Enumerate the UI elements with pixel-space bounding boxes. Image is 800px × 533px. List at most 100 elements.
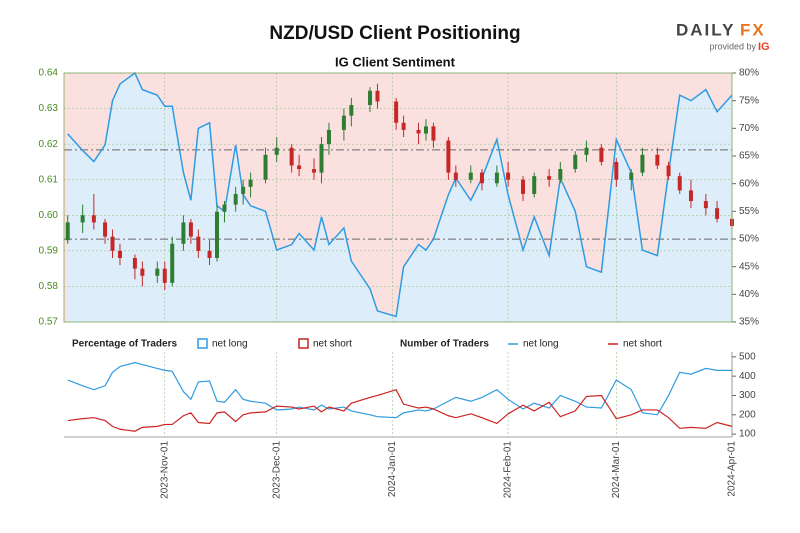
candle-body <box>453 172 458 180</box>
brand-name: DAILY <box>676 20 735 39</box>
candle-body <box>677 176 682 191</box>
x-tick-label: 2024-Feb-01 <box>503 441 514 499</box>
net-long-line <box>67 71 733 318</box>
y-tick-label: 0.60 <box>39 210 59 221</box>
candle-body <box>599 147 604 162</box>
candle-body <box>394 101 399 123</box>
y3-tick-label: 200 <box>739 409 756 420</box>
candle-body <box>155 268 160 276</box>
traders-line <box>67 388 733 432</box>
y-tick-label: 0.61 <box>39 174 59 185</box>
candle-body <box>263 154 268 180</box>
candle-body <box>584 147 589 155</box>
candle-body <box>479 172 484 184</box>
candle-body <box>312 169 317 173</box>
y-tick-label: 0.64 <box>39 68 59 79</box>
candle-body <box>103 222 108 237</box>
candle-body <box>140 268 145 276</box>
y-tick-label: 0.63 <box>39 103 59 114</box>
y3-tick-label: 500 <box>739 351 756 362</box>
candle-body <box>289 147 294 166</box>
candle-body <box>233 193 238 205</box>
chart-subtitle: IG Client Sentiment <box>335 54 456 69</box>
candle-body <box>703 201 708 209</box>
candle-body <box>431 126 436 141</box>
candle-body <box>629 172 634 180</box>
candle-body <box>614 161 619 180</box>
candle-body <box>248 179 253 187</box>
candle-body <box>196 236 201 251</box>
candle-body <box>468 172 473 180</box>
candle-body <box>521 179 526 194</box>
x-tick-label: 2024-Jan-01 <box>387 441 398 498</box>
candle-body <box>215 211 220 258</box>
x-tick-label: 2023-Dec-01 <box>271 441 282 499</box>
x-tick-label: 2024-Apr-01 <box>727 441 738 497</box>
y2-tick-label: 75% <box>739 95 759 106</box>
y2-tick-label: 60% <box>739 178 759 189</box>
candle-body <box>446 140 451 173</box>
candle-body <box>170 243 175 283</box>
y3-tick-label: 300 <box>739 390 756 401</box>
candle-body <box>65 222 70 241</box>
candle-body <box>188 222 193 237</box>
candle-body <box>573 154 578 170</box>
candle-body <box>181 222 186 244</box>
candle-body <box>494 172 499 184</box>
legend-label: net short <box>313 339 352 350</box>
x-tick-label: 2024-Mar-01 <box>611 441 622 499</box>
candle-body <box>401 122 406 130</box>
y2-tick-label: 40% <box>739 289 759 300</box>
legend-swatch <box>298 338 309 349</box>
y2-tick-label: 45% <box>739 261 759 272</box>
y-tick-label: 0.58 <box>39 281 59 292</box>
candle-body <box>132 257 137 269</box>
brand-ig: IG <box>758 41 770 53</box>
candle-body <box>715 208 720 219</box>
candle-body <box>207 250 212 258</box>
candle-body <box>547 176 552 180</box>
net-long-area <box>67 73 733 322</box>
candle-body <box>423 126 428 134</box>
candle-body <box>341 115 346 130</box>
candle-body <box>416 129 421 134</box>
candle-body <box>117 250 122 258</box>
y2-tick-label: 55% <box>739 206 759 217</box>
legend-swatch <box>197 338 208 349</box>
y-tick-label: 0.62 <box>39 139 59 150</box>
candle-body <box>640 154 645 173</box>
y2-tick-label: 70% <box>739 123 759 134</box>
brand-fx: FX <box>740 20 766 39</box>
plot-frame <box>63 72 733 323</box>
candle-body <box>162 268 167 283</box>
candle-body <box>532 176 537 194</box>
candle-body <box>506 172 511 180</box>
candle-body <box>375 90 380 102</box>
y2-tick-label: 50% <box>739 234 759 245</box>
legend-label: net short <box>623 339 662 350</box>
candle-body <box>688 190 693 202</box>
chart-title: NZD/USD Client Positioning <box>269 23 520 44</box>
candle-body <box>222 204 227 212</box>
brand-provided: provided by <box>709 41 756 51</box>
legend-label: net long <box>523 339 559 350</box>
y-tick-label: 0.57 <box>39 317 59 328</box>
y-tick-label: 0.59 <box>39 245 59 256</box>
candle-body <box>368 90 373 106</box>
y3-tick-label: 400 <box>739 371 756 382</box>
legend-title: Number of Traders <box>400 339 489 350</box>
y3-tick-label: 100 <box>739 429 756 440</box>
candle-body <box>666 165 671 177</box>
candle-body <box>655 154 660 166</box>
traders-line <box>67 362 732 419</box>
candle-body <box>558 169 563 180</box>
y2-tick-label: 80% <box>739 68 759 79</box>
candle-body <box>349 105 354 116</box>
candle-body <box>297 165 302 170</box>
candle-body <box>274 147 279 155</box>
y2-tick-label: 35% <box>739 317 759 328</box>
legend-label: net long <box>212 339 248 350</box>
candle-body <box>241 186 246 194</box>
candle-body <box>80 215 85 223</box>
